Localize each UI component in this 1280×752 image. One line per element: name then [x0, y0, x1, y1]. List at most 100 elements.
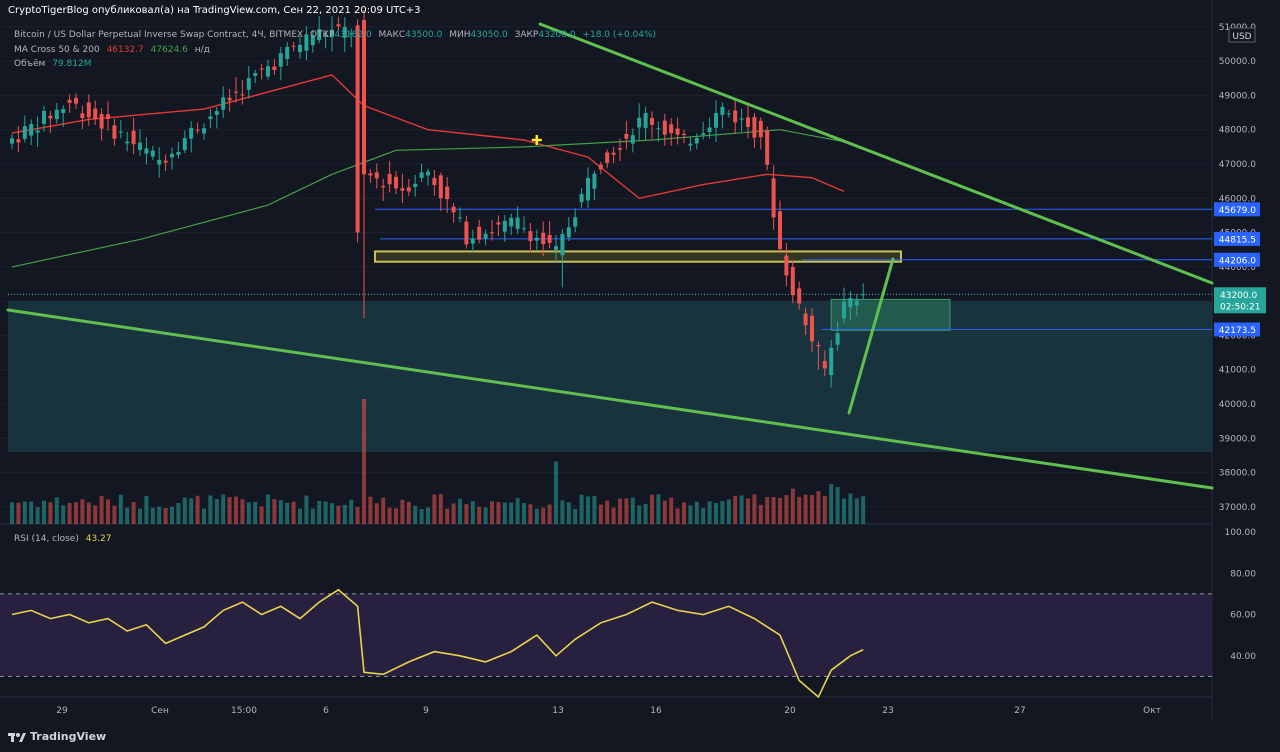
volume-bar — [829, 484, 834, 524]
time-tick: 29 — [56, 706, 68, 716]
volume-bar — [150, 507, 155, 524]
candle-body — [829, 347, 834, 376]
volume-bar — [342, 504, 347, 524]
ma-legend[interactable]: MA Cross 50 & 200 46132.7 47624.6 н/д — [14, 45, 210, 55]
maks-value: 43500.0 — [405, 30, 443, 40]
volume-bar — [746, 498, 750, 524]
volume-legend[interactable]: Объём 79.812M — [14, 59, 91, 69]
trendline — [847, 257, 895, 415]
candle-body — [387, 173, 392, 185]
candle-body — [803, 313, 808, 326]
volume-bar — [579, 494, 584, 524]
volume-bar — [438, 494, 443, 524]
candle-body — [144, 148, 149, 154]
price-tick: 50000.0 — [1219, 57, 1256, 67]
volume-bar — [720, 501, 725, 524]
candle-body — [611, 152, 616, 155]
volume-bar — [35, 507, 40, 524]
candle-body — [848, 298, 853, 308]
candle-body — [592, 173, 597, 189]
rsi-label: RSI (14, close) — [14, 534, 79, 544]
volume-bar — [221, 494, 226, 524]
volume-bar — [74, 502, 78, 524]
time-tick: 23 — [882, 706, 893, 716]
otkr-value: 43182.0 — [334, 30, 372, 40]
trendlines — [6, 22, 1214, 490]
rsi-line — [11, 588, 864, 699]
volume-bar — [598, 504, 603, 524]
tradingview-logo-icon — [8, 732, 26, 742]
volume-bar — [368, 496, 373, 524]
time-axis[interactable]: 29 Сен 15:00 6 9 13 16 20 23 27 Окт — [56, 706, 1161, 716]
volume-bar — [67, 502, 72, 524]
rsi-legend[interactable]: RSI (14, close) 43.27 — [14, 534, 112, 544]
volume-bar — [483, 507, 488, 524]
symbol-legend[interactable]: Bitcoin / US Dollar Perpetual Inverse Sw… — [14, 30, 656, 40]
time-tick: Сен — [151, 706, 169, 716]
volume-bar — [810, 494, 814, 524]
candle-body — [182, 138, 187, 151]
candle-body — [701, 133, 706, 135]
time-tick: 27 — [1014, 706, 1025, 716]
price-axis[interactable]: 51000.050000.049000.048000.047000.046000… — [1214, 23, 1266, 662]
candle-body — [227, 97, 232, 101]
volume-bar — [470, 501, 475, 524]
candle-body — [624, 134, 629, 139]
volume-bar — [669, 497, 674, 524]
candle-body — [694, 138, 699, 144]
candle-body — [42, 110, 46, 124]
candle-body — [317, 29, 322, 41]
volume-bar — [694, 501, 699, 524]
tradingview-brand: TradingView — [30, 730, 107, 743]
candle-body — [195, 129, 200, 131]
candle-body — [630, 135, 635, 144]
candle-body — [253, 73, 258, 76]
candle-body — [330, 29, 334, 38]
candle-body — [483, 233, 488, 239]
volume-bar — [560, 500, 565, 524]
candle-body — [400, 188, 405, 191]
volume-bar — [381, 497, 386, 524]
volume-bar — [272, 499, 277, 524]
candle-body — [112, 125, 117, 139]
candle-body — [707, 127, 712, 133]
candle-body — [291, 45, 296, 47]
volume-bar — [752, 494, 757, 524]
candle-body — [490, 232, 494, 234]
volume-bar — [688, 505, 693, 524]
volume-value: 79.812M — [52, 59, 92, 69]
zakr-label: ЗАКР — [514, 30, 539, 40]
currency-badge — [1228, 27, 1256, 43]
volume-bar — [618, 498, 622, 524]
price-tick: 49000.0 — [1219, 91, 1256, 101]
volume-bar — [406, 501, 411, 524]
volume-bar — [797, 496, 802, 524]
volume-bar — [80, 499, 85, 524]
candle-body — [221, 97, 226, 110]
volume-bar — [246, 502, 251, 524]
rsi-tick: 100.00 — [1225, 528, 1257, 538]
candle-body — [662, 120, 667, 135]
volume-bar — [374, 503, 379, 524]
candle-body — [771, 178, 776, 218]
volume-bar — [387, 507, 392, 524]
time-tick: 15:00 — [231, 706, 257, 716]
candle-body — [285, 46, 290, 60]
time-tick: 13 — [552, 706, 563, 716]
ma200-value: 47624.6 — [150, 45, 188, 55]
tradingview-footer[interactable]: TradingView — [8, 730, 106, 743]
price-level-badge — [1214, 322, 1260, 337]
candle-body — [131, 130, 136, 145]
rsi-tick: 60.00 — [1230, 611, 1256, 621]
candle-body — [118, 131, 123, 133]
candle-body — [413, 183, 418, 187]
candle-body — [509, 217, 514, 227]
volume-bar — [637, 505, 642, 524]
candle-body — [278, 53, 283, 67]
candle-body — [157, 159, 162, 165]
volume-bar — [22, 501, 27, 524]
candle-body — [534, 237, 539, 241]
rsi-band — [0, 593, 1212, 677]
candle-body — [746, 117, 750, 127]
candle-body — [93, 108, 98, 120]
